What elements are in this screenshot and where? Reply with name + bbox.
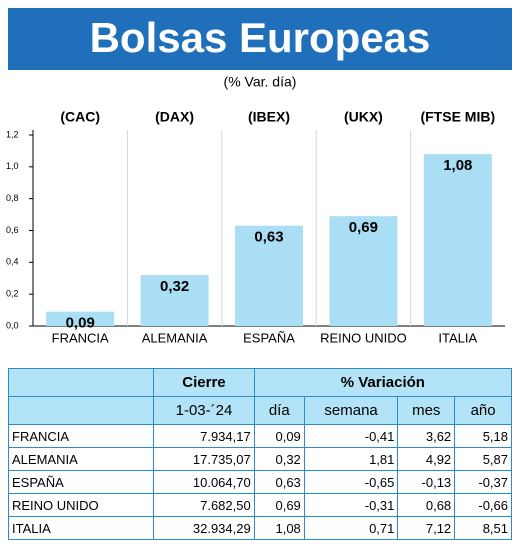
table-cell: -0,31: [303, 493, 399, 517]
header-cell: día: [253, 396, 305, 425]
value-label: 1,08: [443, 157, 472, 174]
table-row: REINO UNIDO 7.682,50 0,69 -0,31 0,68 -0,66: [7, 493, 512, 517]
table-row: FRANCIA 7.934,17 0,09 -0,41 3,62 5,18: [7, 424, 512, 448]
x-tick-label: ITALIA: [438, 330, 477, 345]
header-cell: Cierre: [153, 368, 255, 397]
value-label: 0,09: [66, 315, 95, 332]
x-tick-label: ESPAÑA: [243, 330, 295, 345]
table-cell: ITALIA: [7, 516, 155, 540]
table-row: ITALIA 32.934,29 1,08 0,71 7,12 8,51: [7, 516, 512, 540]
table-cell: REINO UNIDO: [7, 493, 155, 517]
y-tick-label: 1,2: [6, 129, 19, 139]
data-table: Cierre % Variación 1-03-´24 día semana mes a…: [7, 368, 513, 540]
header-row: 1-03-´24 día semana mes año: [7, 396, 512, 425]
value-label: 0,63: [254, 229, 283, 246]
table-cell: 5,87: [454, 447, 512, 471]
table-cell: 8,51: [454, 516, 512, 540]
x-tick-label: REINO UNIDO: [320, 330, 407, 345]
table-cell: 0,71: [303, 516, 399, 540]
table-cell: ESPAÑA: [7, 470, 155, 494]
bar: [235, 225, 303, 326]
chart-title: Bolsas Europeas: [90, 14, 431, 61]
header-cell: [7, 368, 155, 397]
header-cell: mes: [397, 396, 456, 425]
table-cell: 4,92: [397, 447, 456, 471]
table-cell: 0,32: [253, 447, 305, 471]
index-label: (UKX): [344, 109, 383, 125]
index-label: (IBEX): [248, 109, 290, 125]
x-tick-label: FRANCIA: [52, 330, 109, 345]
table-cell: 7,12: [397, 516, 456, 540]
header-cell: % Variación: [253, 368, 513, 397]
table-cell: FRANCIA: [7, 424, 155, 448]
value-label: 0,69: [349, 219, 378, 236]
table-cell: 0,63: [253, 470, 305, 494]
y-tick-label: 0,6: [6, 225, 19, 235]
index-label: (FTSE MIB): [420, 109, 495, 125]
bar: [46, 311, 115, 326]
table-cell: -0,65: [303, 470, 399, 494]
table-cell: 7.934,17: [153, 424, 255, 448]
y-tick-label: 0,2: [6, 289, 19, 299]
table-row: ALEMANIA 17.735,07 0,32 1,81 4,92 5,87: [7, 447, 512, 471]
table-cell: 17.735,07: [153, 447, 255, 471]
table-cell: 0,69: [253, 493, 305, 517]
table-cell: 7.682,50: [153, 493, 255, 517]
table-cell: 5,18: [454, 424, 512, 448]
table-cell: 10.064,70: [153, 470, 255, 494]
table-cell: 32.934,29: [153, 516, 255, 540]
header-row: Cierre % Variación: [7, 368, 513, 397]
table-cell: 0,09: [253, 424, 305, 448]
table-cell: -0,13: [397, 470, 456, 494]
y-tick-label: 0,4: [6, 257, 19, 267]
header-cell: 1-03-´24: [153, 396, 255, 425]
chart-subtitle: (% Var. día): [224, 74, 297, 90]
y-tick-label: 0,0: [6, 320, 19, 330]
value-label: 0,32: [160, 278, 189, 295]
chart: Bolsas Europeas (% Var. día) 0,0 0,2 0,4 0,…: [6, 8, 512, 345]
bar: [140, 275, 209, 326]
table-cell: 3,62: [397, 424, 456, 448]
table-row: ESPAÑA 10.064,70 0,63 -0,65 -0,13 -0,37: [7, 470, 512, 494]
table-cell: -0,37: [454, 470, 512, 494]
table-cell: -0,66: [454, 493, 512, 517]
table-cell: ALEMANIA: [7, 447, 155, 471]
table-cell: -0,41: [303, 424, 399, 448]
table-cell: 0,68: [397, 493, 456, 517]
bar: [423, 154, 492, 326]
header-cell: [7, 396, 155, 425]
header-cell: semana: [303, 396, 399, 425]
table-cell: 1,81: [303, 447, 399, 471]
index-label: (DAX): [155, 109, 194, 125]
title-banner: [8, 8, 512, 70]
x-tick-label: ALEMANIA: [142, 330, 208, 345]
header-cell: año: [454, 396, 512, 425]
y-tick-label: 1,0: [6, 161, 19, 171]
bar: [329, 216, 398, 326]
index-label: (CAC): [60, 109, 100, 125]
y-tick-label: 0,8: [6, 193, 19, 203]
table-cell: 1,08: [253, 516, 305, 540]
